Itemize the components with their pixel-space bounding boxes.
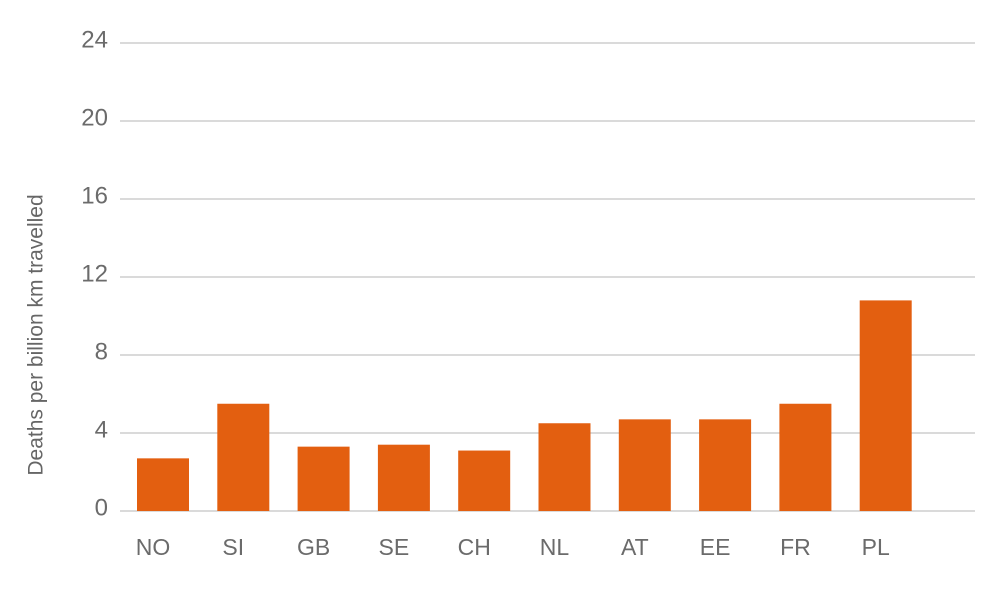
x-tick-label: EE [700, 534, 731, 560]
bar [377, 444, 430, 511]
bar [137, 458, 189, 511]
bar [297, 446, 350, 511]
x-tick-label: AT [621, 534, 649, 560]
y-tick-label: 8 [95, 338, 108, 365]
bar [779, 403, 832, 511]
x-tick-label: CH [458, 534, 491, 560]
bar [859, 300, 912, 511]
x-tick-label: SE [379, 534, 410, 560]
x-tick-label: NO [136, 534, 171, 560]
bar [538, 423, 591, 511]
y-axis-title: Deaths per billion km travelled [25, 194, 48, 475]
bar [458, 450, 511, 511]
y-tick-label: 24 [81, 26, 108, 53]
y-tick-label: 20 [81, 104, 108, 131]
bar [618, 419, 671, 511]
y-tick-label: 0 [95, 494, 108, 521]
bar [699, 419, 752, 511]
x-tick-label: PL [862, 534, 890, 560]
x-tick-label: SI [222, 534, 244, 560]
x-tick-label: GB [297, 534, 330, 560]
x-tick-label: NL [540, 534, 570, 560]
x-tick-label: FR [780, 534, 811, 560]
y-tick-label: 4 [95, 416, 108, 443]
bar [217, 403, 270, 511]
y-tick-label: 12 [81, 260, 108, 287]
y-tick-label: 16 [81, 182, 108, 209]
